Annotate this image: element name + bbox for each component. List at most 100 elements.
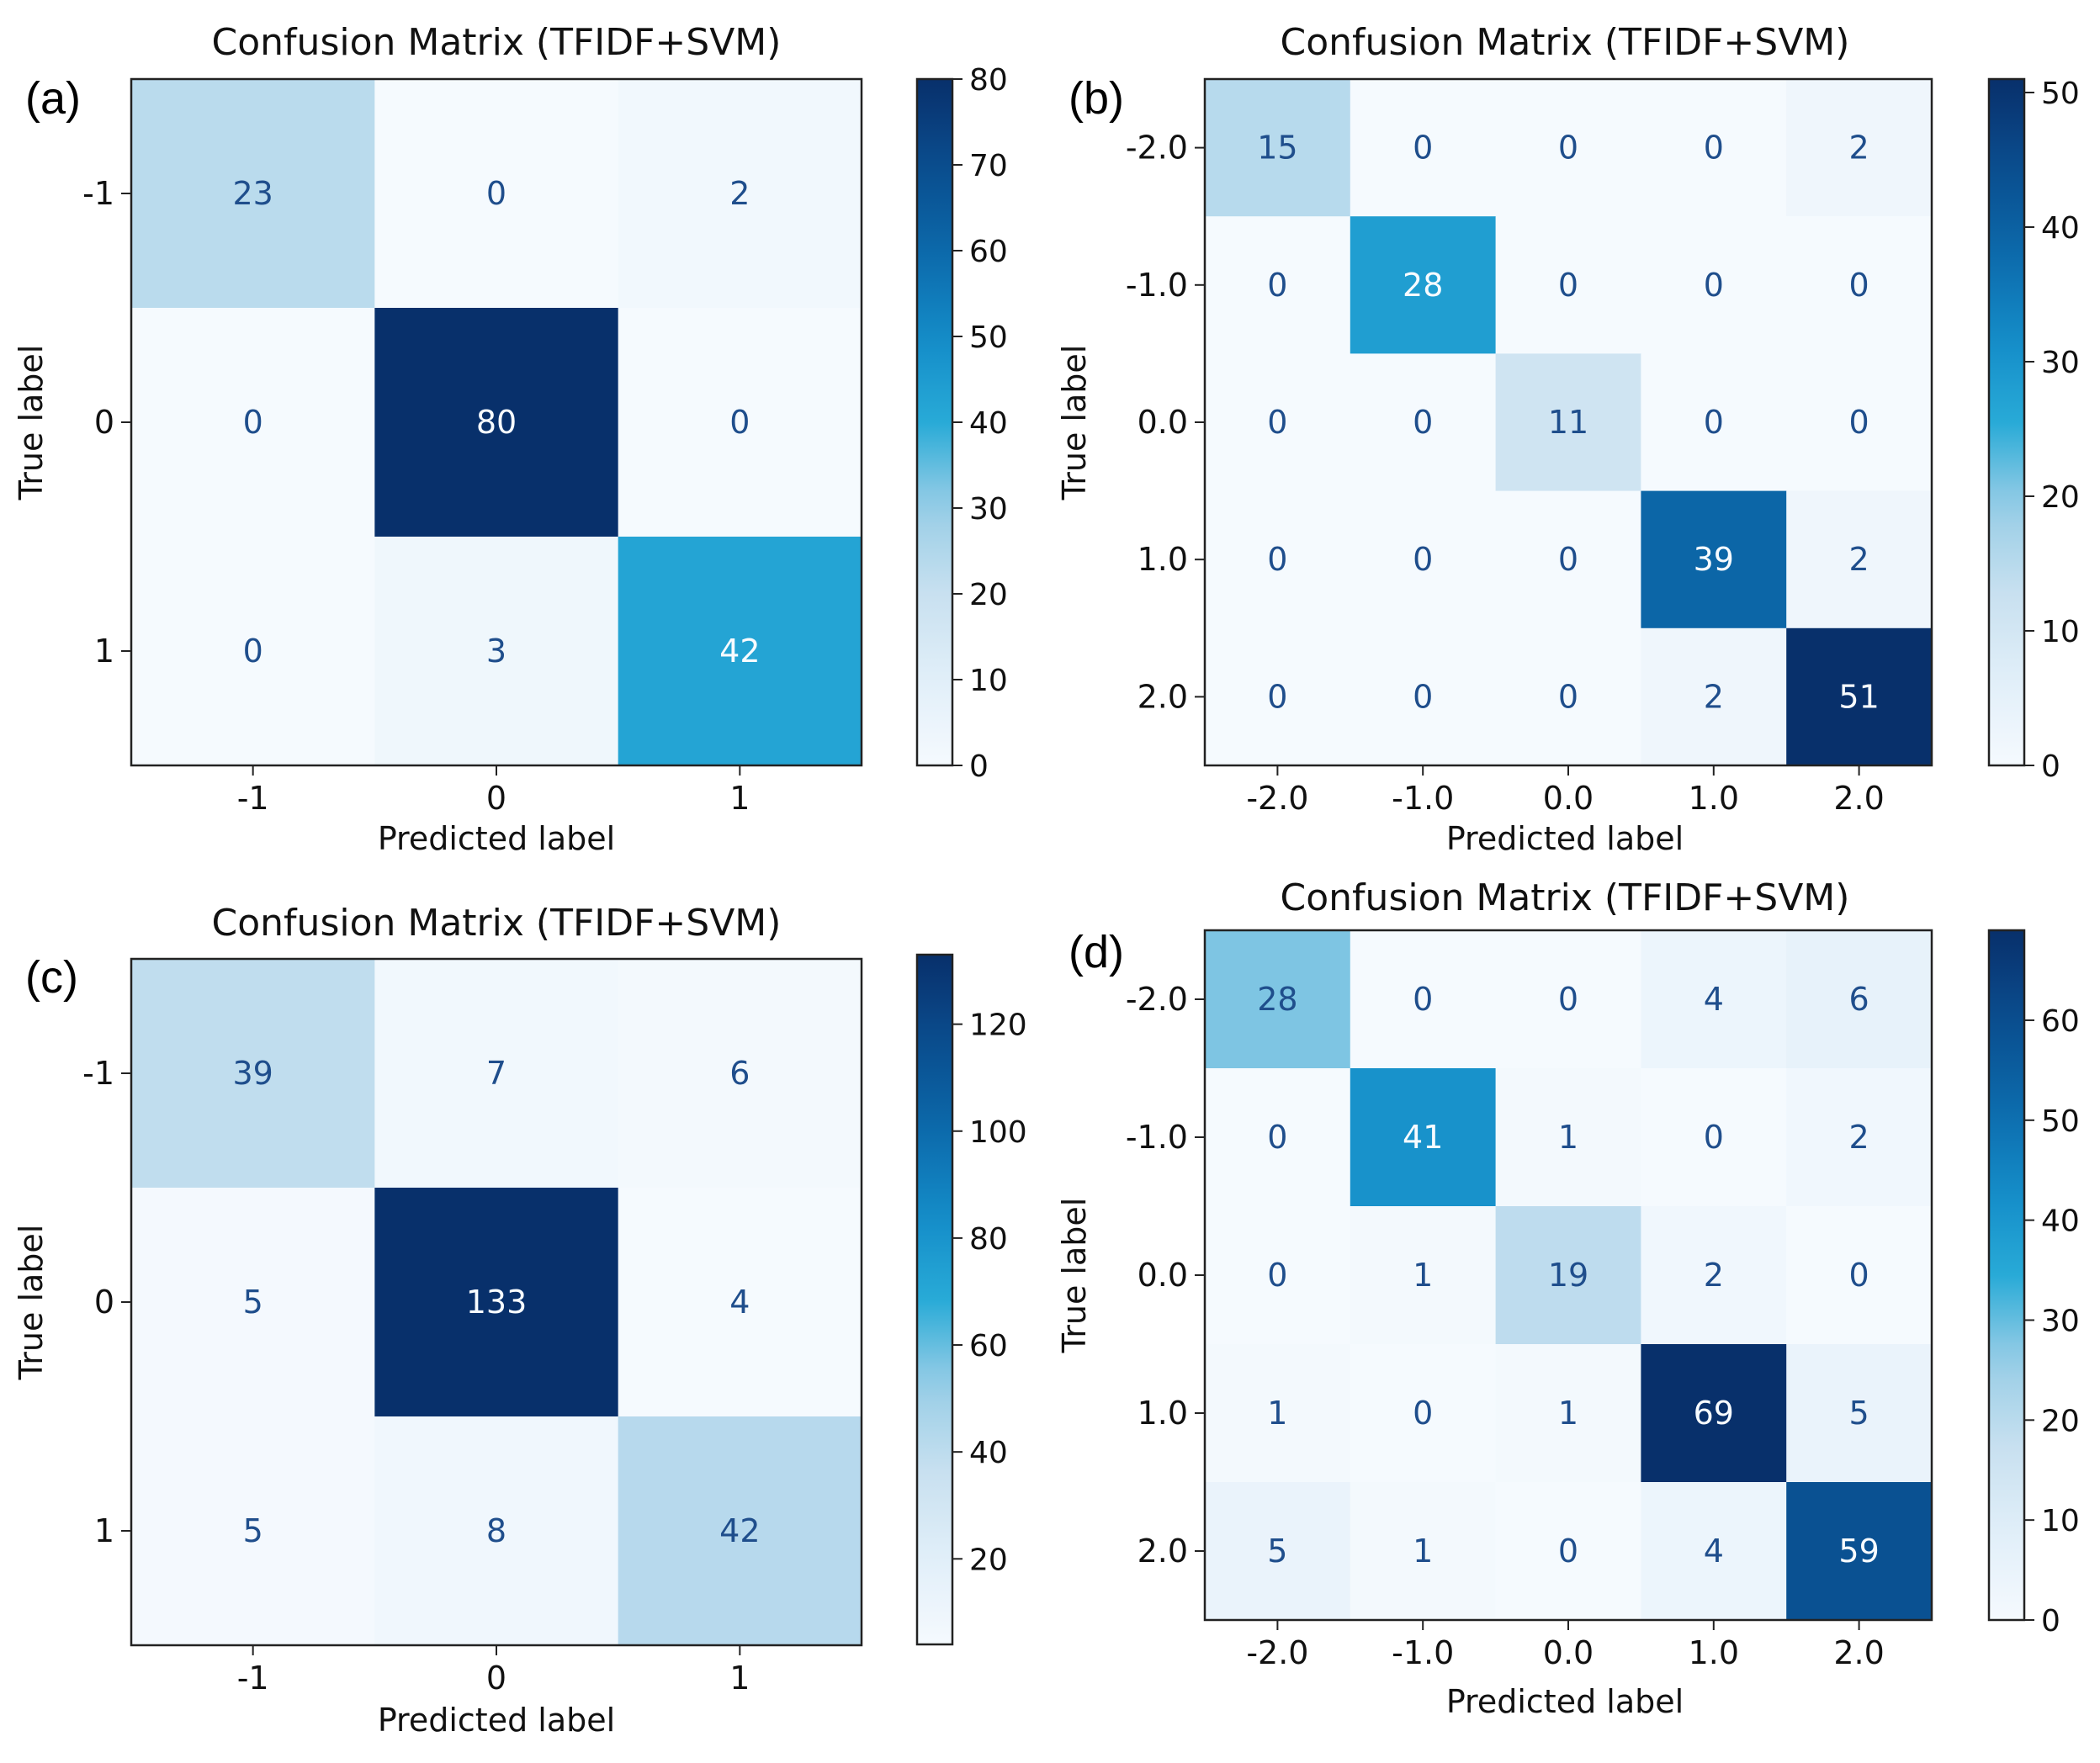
cell-r2-c1 <box>374 537 619 766</box>
x-tick-label: 1.0 <box>1689 1634 1739 1671</box>
x-tick-label: 1 <box>729 780 750 817</box>
cell-value-r1-c1: 41 <box>1403 1119 1443 1156</box>
cell-r0-c0 <box>131 79 375 309</box>
colorbar-tick-label: 10 <box>2041 1504 2080 1538</box>
cell-value-r2-c0: 5 <box>243 1512 263 1549</box>
colorbar-tick-label: 20 <box>969 578 1008 612</box>
cell-r3-c4 <box>1786 490 1933 629</box>
cell-value-r4-c3: 2 <box>1704 678 1724 715</box>
x-tick-label: 0 <box>486 780 506 817</box>
y-tick-label: -1.0 <box>1126 1119 1188 1156</box>
cell-value-r4-c1: 1 <box>1413 1533 1433 1570</box>
cell-r0-c0 <box>1205 79 1351 217</box>
cell-value-r1-c2: 0 <box>1558 267 1578 304</box>
cell-r4-c2 <box>1495 1482 1641 1621</box>
x-axis-label: Predicted label <box>378 1702 615 1739</box>
cell-value-r0-c1: 7 <box>486 1055 506 1092</box>
colorbar-tick-label: 20 <box>969 1543 1008 1577</box>
colorbar-tick-label: 20 <box>2041 1404 2080 1438</box>
cell-value-r3-c4: 5 <box>1849 1395 1869 1432</box>
cell-r4-c3 <box>1641 627 1787 766</box>
cell-r1-c2 <box>618 1188 862 1417</box>
cell-r2-c2 <box>1495 1206 1641 1345</box>
cell-value-r4-c2: 0 <box>1558 1533 1578 1570</box>
cell-r0-c3 <box>1641 79 1787 217</box>
cell-value-r3-c4: 2 <box>1849 541 1869 578</box>
cell-r0-c4 <box>1786 930 1933 1069</box>
cell-value-r2-c2: 11 <box>1548 404 1588 441</box>
cell-value-r0-c1: 0 <box>486 175 506 212</box>
cell-value-r2-c4: 0 <box>1849 1257 1869 1294</box>
y-tick-label: 1 <box>94 633 114 670</box>
y-tick-label: 2.0 <box>1138 1533 1188 1570</box>
x-tick-label: -1 <box>237 1660 269 1697</box>
colorbar <box>915 77 954 767</box>
cell-r2-c4 <box>1786 1206 1933 1345</box>
cell-value-r3-c0: 1 <box>1267 1395 1287 1432</box>
x-tick-label: 1 <box>729 1660 750 1697</box>
y-tick-label: 0 <box>94 404 114 441</box>
cell-value-r0-c0: 39 <box>232 1055 273 1092</box>
cell-r0-c0 <box>131 959 375 1189</box>
cell-value-r1-c2: 4 <box>729 1284 750 1321</box>
cell-r4-c4 <box>1786 627 1933 766</box>
colorbar-tick-label: 50 <box>2041 77 2080 111</box>
cell-value-r0-c2: 6 <box>729 1055 750 1092</box>
cell-value-r4-c3: 4 <box>1704 1533 1724 1570</box>
panel-a: (a)Confusion Matrix (TFIDF+SVM)23 0 20 80 00… <box>13 21 1008 857</box>
cell-value-r4-c4: 59 <box>1838 1533 1879 1570</box>
cell-value-r2-c3: 2 <box>1704 1257 1724 1294</box>
cell-r0-c4 <box>1786 79 1933 217</box>
cell-value-r1-c0: 0 <box>1267 1119 1287 1156</box>
cell-r3-c3 <box>1641 1344 1787 1483</box>
cell-value-r2-c1: 3 <box>486 633 506 670</box>
panel-c: (c) Confusion Matrix (TFIDF+SVM) 39 7 6 5 133 4… <box>13 902 1027 1739</box>
y-tick-label: -1 <box>82 175 114 212</box>
x-tick-label: 0 <box>486 1660 506 1697</box>
colorbar-tick-label: 0 <box>2041 1604 2060 1639</box>
cell-value-r4-c0: 0 <box>1267 678 1287 715</box>
cell-r1-c1 <box>374 308 619 537</box>
cell-r1-c0 <box>131 308 375 537</box>
colorbar-tick-label: 40 <box>2041 1204 2080 1239</box>
cell-r3-c0 <box>1205 1344 1351 1483</box>
cell-r2-c3 <box>1641 1206 1787 1345</box>
x-tick-label: 0.0 <box>1543 1634 1594 1671</box>
colorbar-tick-label: 60 <box>969 1329 1008 1363</box>
cell-value-r1-c1: 80 <box>476 404 517 441</box>
cell-value-r3-c2: 1 <box>1558 1395 1578 1432</box>
cell-value-r0-c1: 0 <box>1413 981 1433 1018</box>
cell-value-r4-c4: 51 <box>1838 678 1879 715</box>
panel-label: (d) <box>1069 927 1124 977</box>
cell-value-r0-c4: 2 <box>1849 130 1869 167</box>
cell-r4-c0 <box>1205 1482 1351 1621</box>
colorbar-tick-label: 60 <box>969 235 1008 269</box>
cell-r3-c4 <box>1786 1344 1933 1483</box>
cell-value-r1-c3: 0 <box>1704 1119 1724 1156</box>
cell-value-r3-c0: 0 <box>1267 541 1287 578</box>
cell-value-r0-c2: 0 <box>1558 130 1578 167</box>
cell-r2-c1 <box>1350 1206 1497 1345</box>
y-tick-label: 1 <box>94 1512 114 1549</box>
x-tick-label: -2.0 <box>1246 780 1308 817</box>
x-tick-label: -1.0 <box>1392 780 1454 817</box>
cell-r0-c1 <box>374 79 619 309</box>
cell-r2-c0 <box>1205 1206 1351 1345</box>
cell-value-r0-c3: 4 <box>1704 981 1724 1018</box>
cell-r0-c0 <box>1205 930 1351 1069</box>
colorbar-tick-label: 30 <box>2041 1304 2080 1338</box>
chart-title: Confusion Matrix (TFIDF+SVM) <box>212 21 782 64</box>
x-tick-label: 2.0 <box>1833 1634 1884 1671</box>
cell-value-r4-c2: 0 <box>1558 678 1578 715</box>
panel-label: (b) <box>1069 73 1124 124</box>
cell-value-r1-c4: 2 <box>1849 1119 1869 1156</box>
cell-r1-c2 <box>618 308 862 537</box>
cell-value-r1-c2: 0 <box>729 404 750 441</box>
cell-r1-c1 <box>374 1188 619 1417</box>
panel-b: (b)Confusion Matrix (TFIDF+SVM)15 0 0 0 20 28… <box>1056 21 2080 857</box>
colorbar <box>915 953 954 1646</box>
colorbar <box>1987 77 2026 767</box>
cell-value-r0-c0: 15 <box>1257 130 1297 167</box>
cell-r1-c0 <box>1205 1068 1351 1207</box>
